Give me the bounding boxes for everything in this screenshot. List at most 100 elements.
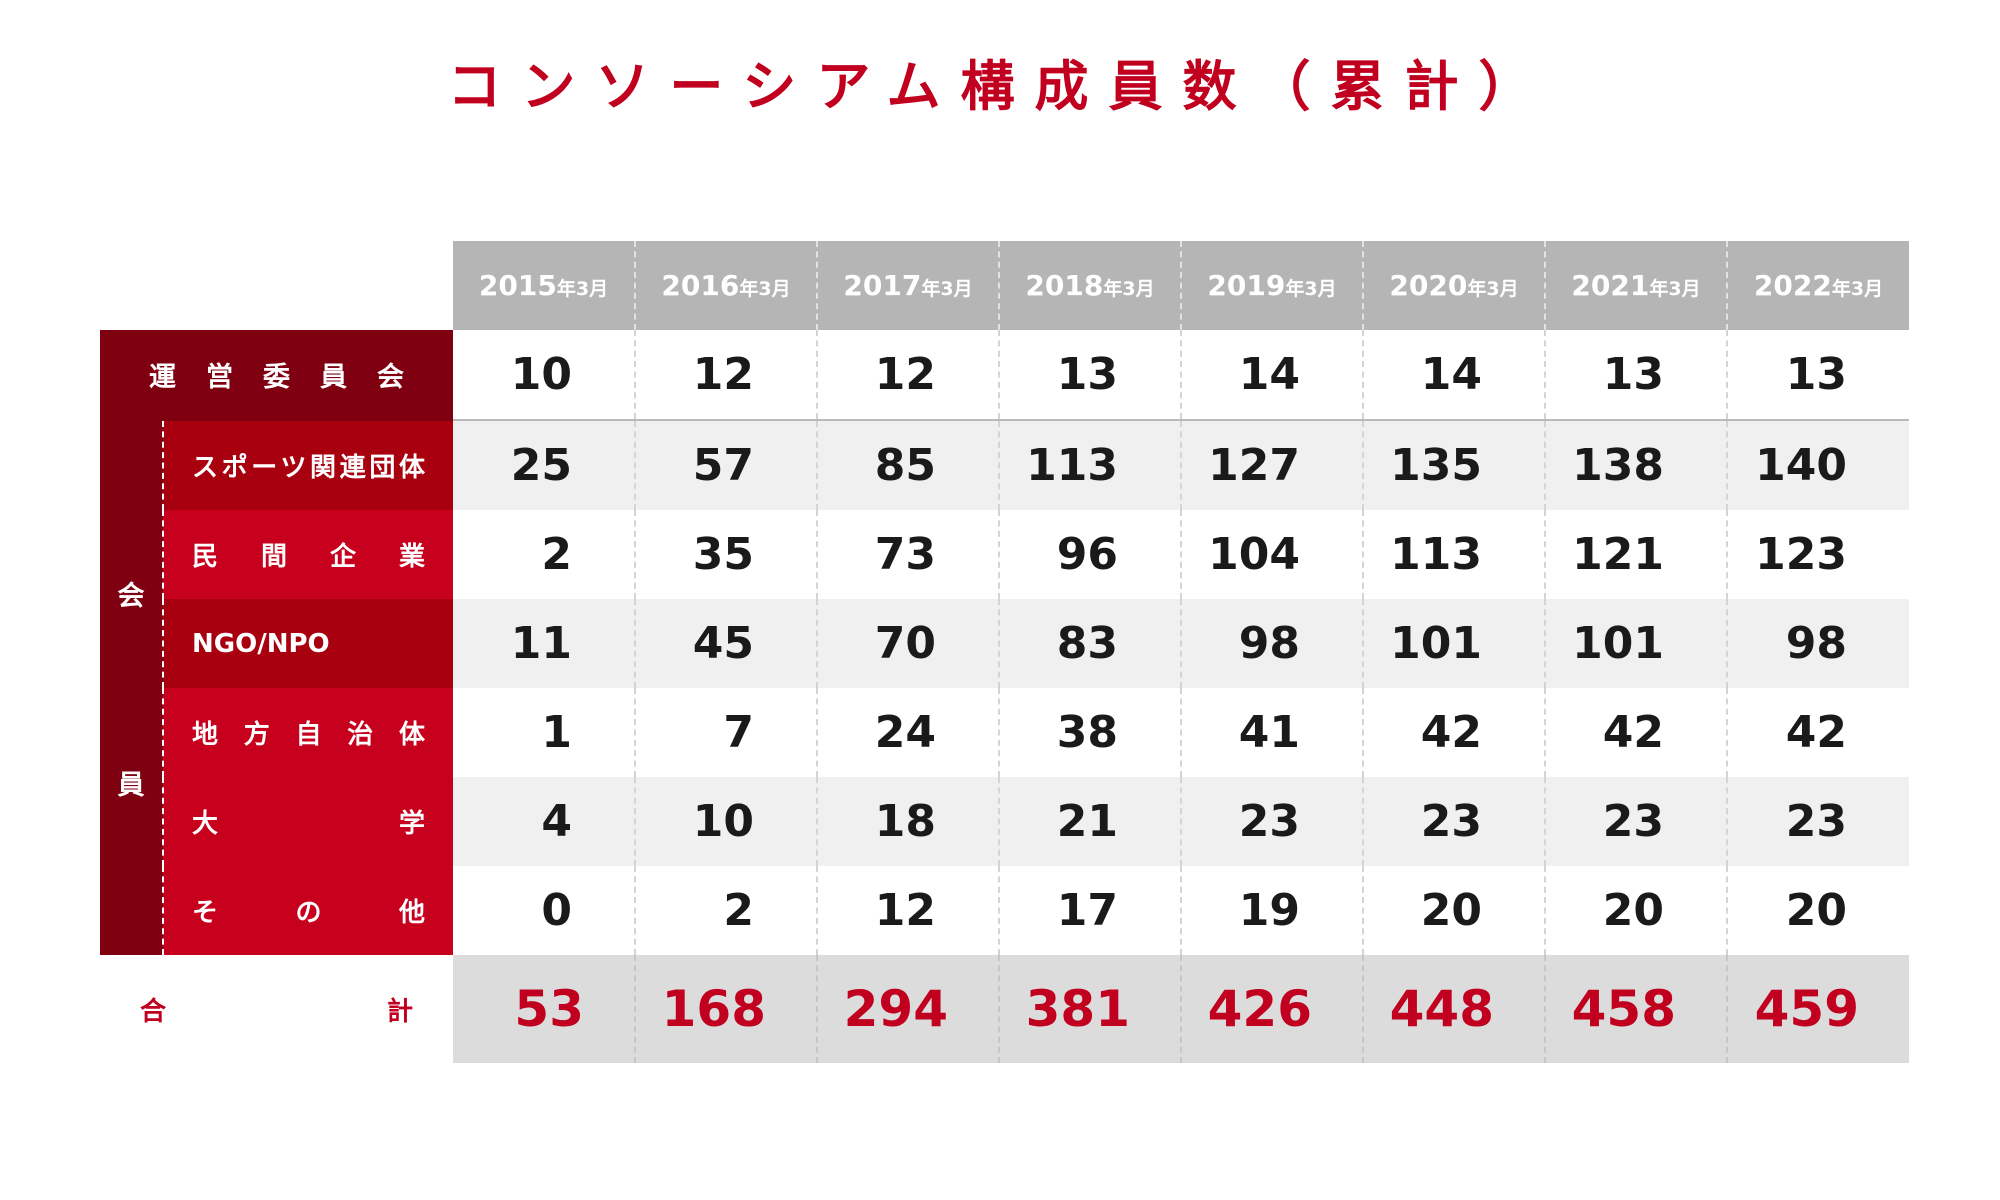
data-cell: 140 xyxy=(1726,420,1909,510)
row-label: 地方自治体 xyxy=(163,688,453,777)
table-row: 運営委員会 10 12 12 13 14 14 13 13 xyxy=(100,330,1909,421)
column-suffix: 年3月 xyxy=(1649,278,1701,300)
data-cell: 42 xyxy=(1544,688,1727,777)
total-cell: 381 xyxy=(998,955,1181,1063)
data-cell: 10 xyxy=(634,777,817,866)
data-cell: 4 xyxy=(453,777,635,866)
data-cell: 35 xyxy=(634,510,817,599)
column-suffix: 年3月 xyxy=(1467,278,1519,300)
data-cell: 14 xyxy=(1180,330,1363,421)
data-cell: 23 xyxy=(1544,777,1727,866)
table-row: その他 0 2 12 17 19 20 20 20 xyxy=(100,866,1909,955)
data-cell: 10 xyxy=(453,330,635,421)
data-cell: 7 xyxy=(634,688,817,777)
data-cell: 13 xyxy=(1726,330,1909,421)
data-cell: 19 xyxy=(1180,866,1363,955)
data-cell: 0 xyxy=(453,866,635,955)
header-blank xyxy=(100,241,453,330)
data-cell: 96 xyxy=(998,510,1181,599)
data-cell: 18 xyxy=(816,777,999,866)
data-cell: 38 xyxy=(998,688,1181,777)
data-cell: 73 xyxy=(816,510,999,599)
column-year: 2017 xyxy=(843,269,922,302)
data-cell: 12 xyxy=(634,330,817,421)
data-cell: 113 xyxy=(1362,510,1545,599)
total-row: 合計 53 168 294 381 426 448 458 459 xyxy=(100,955,1909,1063)
data-cell: 42 xyxy=(1726,688,1909,777)
data-cell: 57 xyxy=(634,420,817,510)
data-cell: 113 xyxy=(998,420,1181,510)
data-cell: 101 xyxy=(1544,599,1727,688)
table-row: 大学 4 10 18 21 23 23 23 23 xyxy=(100,777,1909,866)
data-cell: 2 xyxy=(453,510,635,599)
data-cell: 1 xyxy=(453,688,635,777)
data-cell: 23 xyxy=(1726,777,1909,866)
row-label: NGO/NPO xyxy=(163,599,453,688)
data-cell: 13 xyxy=(1544,330,1727,421)
row-label: 運営委員会 xyxy=(100,330,453,421)
table-row: 地方自治体 1 7 24 38 41 42 42 42 xyxy=(100,688,1909,777)
data-cell: 104 xyxy=(1180,510,1363,599)
row-label: その他 xyxy=(163,866,453,955)
total-cell: 458 xyxy=(1544,955,1727,1063)
chart-title: コンソーシアム構成員数（累計） xyxy=(447,55,1553,118)
column-year: 2019 xyxy=(1207,269,1286,302)
column-suffix: 年3月 xyxy=(1103,278,1155,300)
data-cell: 41 xyxy=(1180,688,1363,777)
column-year: 2016 xyxy=(661,269,740,302)
data-cell: 20 xyxy=(1544,866,1727,955)
data-cell: 14 xyxy=(1362,330,1545,421)
data-cell: 101 xyxy=(1362,599,1545,688)
column-year: 2018 xyxy=(1025,269,1104,302)
data-cell: 85 xyxy=(816,420,999,510)
data-cell: 45 xyxy=(634,599,817,688)
column-suffix: 年3月 xyxy=(556,278,609,300)
data-cell: 21 xyxy=(998,777,1181,866)
data-cell: 20 xyxy=(1362,866,1545,955)
data-cell: 17 xyxy=(998,866,1181,955)
total-cell: 168 xyxy=(634,955,817,1063)
column-header: 2016年3月 xyxy=(634,241,817,330)
total-cell: 448 xyxy=(1362,955,1545,1063)
total-label: 合計 xyxy=(100,955,453,1063)
column-header: 2018年3月 xyxy=(998,241,1181,330)
data-cell: 98 xyxy=(1726,599,1909,688)
row-label: スポーツ関連団体 xyxy=(163,420,453,510)
row-label: 大学 xyxy=(163,777,453,866)
data-cell: 138 xyxy=(1544,420,1727,510)
table-row: 民間企業 2 35 73 96 104 113 121 123 xyxy=(100,510,1909,599)
data-cell: 12 xyxy=(816,330,999,421)
column-suffix: 年3月 xyxy=(921,278,973,300)
data-cell: 23 xyxy=(1362,777,1545,866)
column-header: 2017年3月 xyxy=(816,241,999,330)
data-cell: 25 xyxy=(453,420,635,510)
total-cell: 426 xyxy=(1180,955,1363,1063)
data-cell: 23 xyxy=(1180,777,1363,866)
data-cell: 11 xyxy=(453,599,635,688)
header-row: 2015年3月 2016年3月 2017年3月 2018年3月 2019年3月 2020年… xyxy=(100,241,1909,330)
data-cell: 12 xyxy=(816,866,999,955)
total-cell: 459 xyxy=(1726,955,1909,1063)
data-cell: 70 xyxy=(816,599,999,688)
column-year: 2020 xyxy=(1389,269,1468,302)
column-header: 2015年3月 xyxy=(453,241,635,330)
group-label: 会員 xyxy=(100,420,164,955)
column-header: 2020年3月 xyxy=(1362,241,1545,330)
column-suffix: 年3月 xyxy=(1831,278,1884,300)
group-label-bottom: 員 xyxy=(117,770,145,801)
column-header: 2019年3月 xyxy=(1180,241,1363,330)
column-header: 2022年3月 xyxy=(1726,241,1909,330)
column-header: 2021年3月 xyxy=(1544,241,1727,330)
data-cell: 123 xyxy=(1726,510,1909,599)
data-cell: 83 xyxy=(998,599,1181,688)
data-cell: 2 xyxy=(634,866,817,955)
data-cell: 98 xyxy=(1180,599,1363,688)
column-year: 2015 xyxy=(478,269,557,302)
data-cell: 127 xyxy=(1180,420,1363,510)
group-label-top: 会 xyxy=(117,581,145,612)
total-cell: 53 xyxy=(453,955,635,1063)
data-cell: 20 xyxy=(1726,866,1909,955)
data-cell: 13 xyxy=(998,330,1181,421)
table-row: 会員スポーツ関連団体 25 57 85 113 127 135 138 140 xyxy=(100,420,1909,955)
total-cell: 294 xyxy=(816,955,999,1063)
